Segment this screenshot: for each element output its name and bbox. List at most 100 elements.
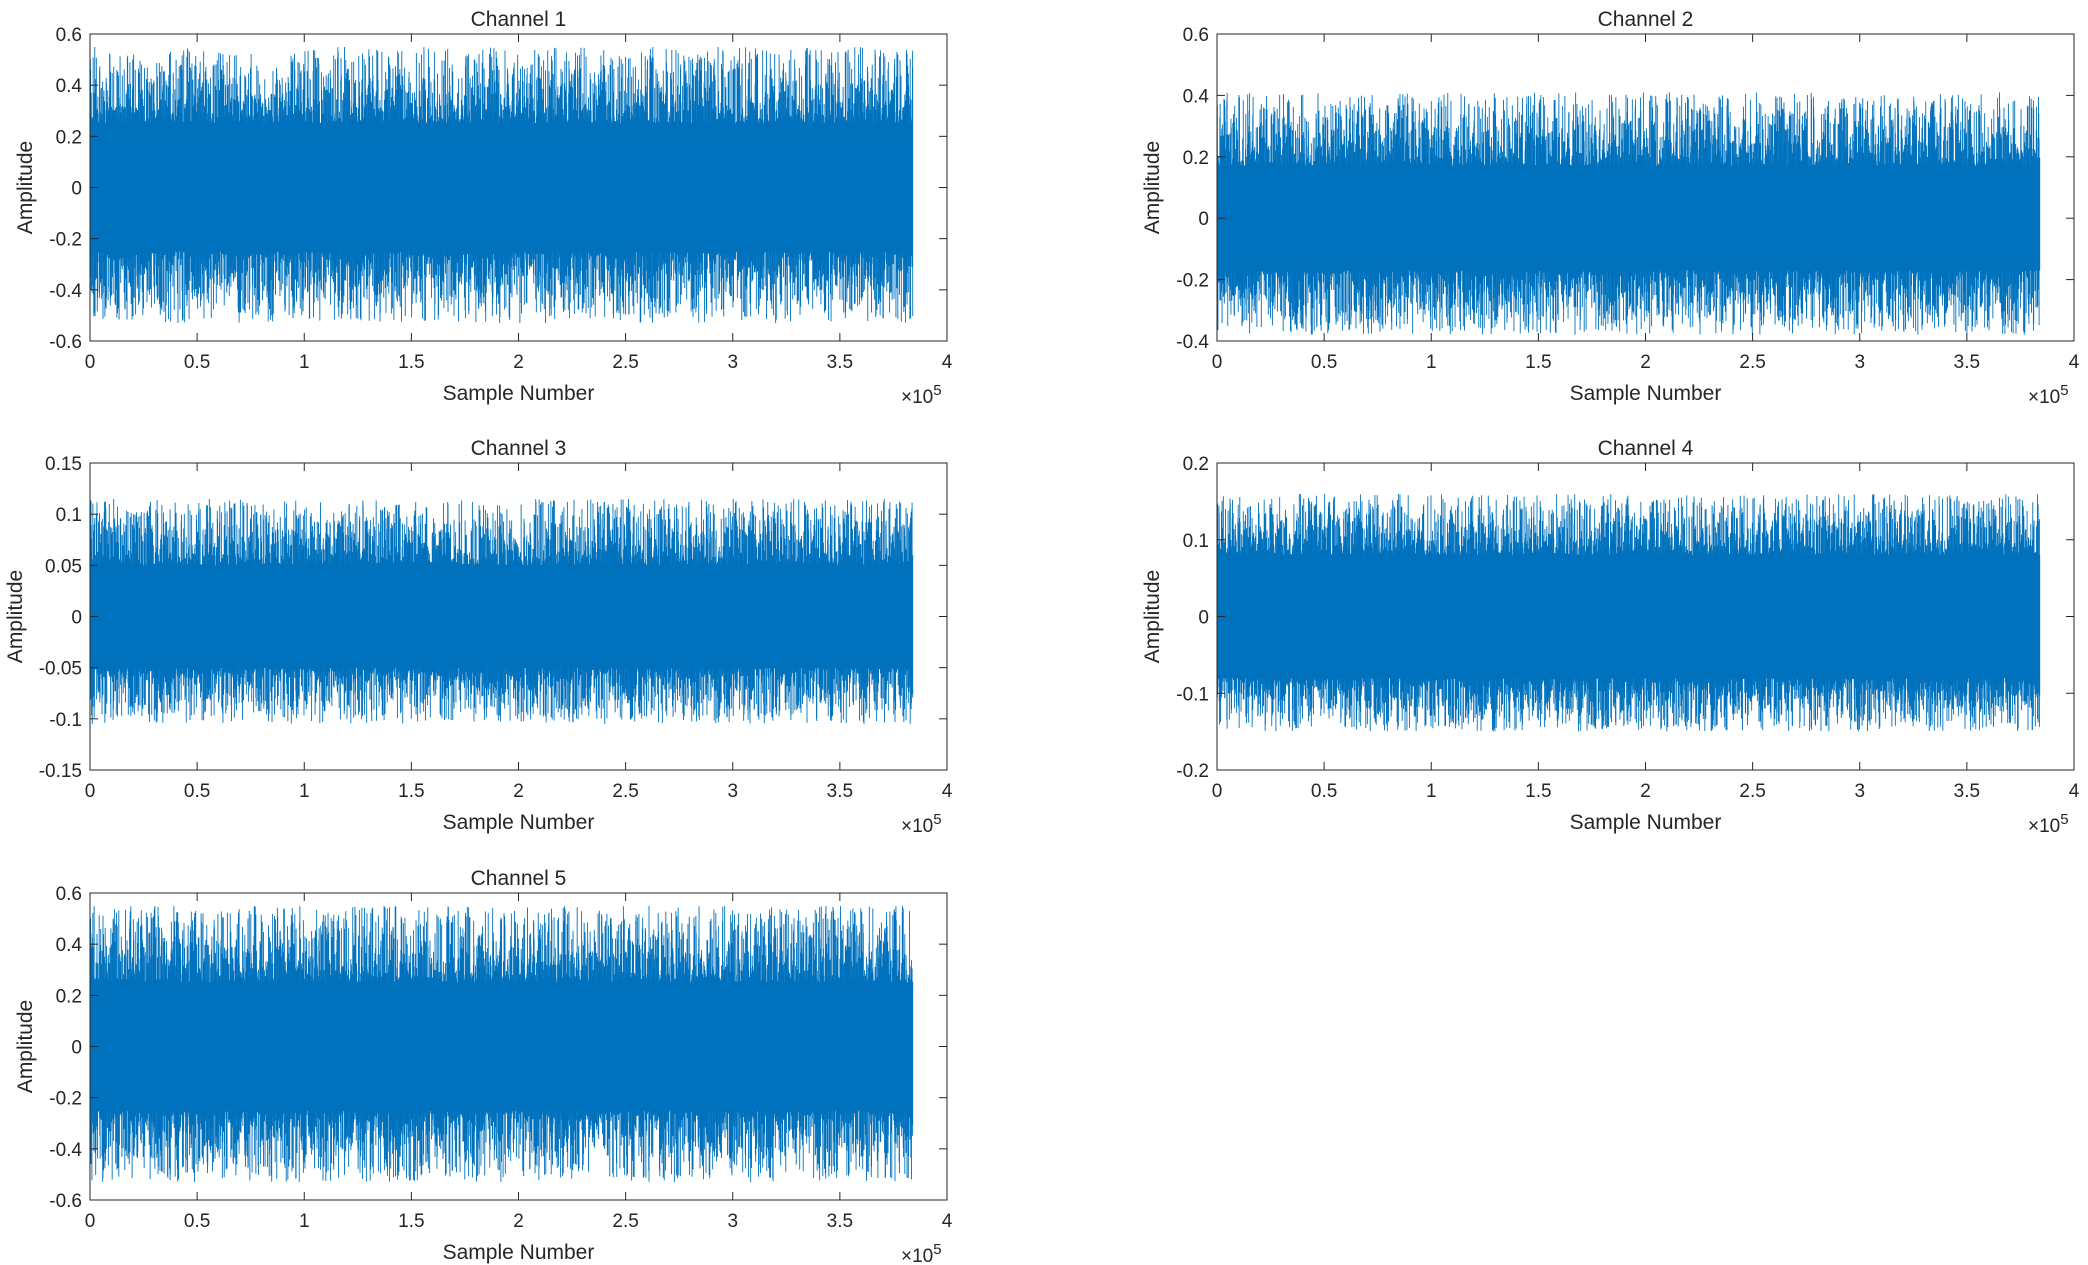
chart-title: Channel 5 xyxy=(471,867,567,890)
subplot-channel-5: 0 0.5 1 1.5 2 2.5 3 3.5 4 -0.6 -0.4 -0.2 0 0.2 0.4 0.6 C… xyxy=(14,867,953,1265)
y-tick-label: -0.6 xyxy=(49,332,82,353)
y-tick-label: -0.2 xyxy=(49,230,82,251)
x-tick-label: 1.5 xyxy=(1525,352,1551,373)
y-axis-label: Amplitude xyxy=(1141,141,1164,234)
x-tick-label: 3.5 xyxy=(827,781,853,802)
y-tick-label: 0.2 xyxy=(56,127,82,148)
y-tick-label: -0.2 xyxy=(49,1089,82,1110)
y-tick-label: -0.2 xyxy=(1176,761,1209,782)
x-tick-label: 3.5 xyxy=(1954,781,1980,802)
x-tick-label: 4 xyxy=(942,1211,953,1232)
x-tick-label: 3 xyxy=(1854,781,1865,802)
y-tick-label: 0.6 xyxy=(56,884,82,905)
y-tick-label: -0.2 xyxy=(1176,271,1209,292)
subplot-channel-4: 0 0.5 1 1.5 2 2.5 3 3.5 4 -0.2 -0.1 0 0.1 0.2 Channel … xyxy=(1141,437,2080,837)
y-tick-label: -0.15 xyxy=(39,761,82,782)
series-core-band xyxy=(1217,560,2040,673)
series-line xyxy=(1216,92,2041,335)
x-tick-label: 0.5 xyxy=(1311,781,1337,802)
y-tick-label: -0.4 xyxy=(49,281,82,302)
y-tick-label: -0.4 xyxy=(49,1140,82,1161)
x-exponent-label: ×105 xyxy=(901,811,942,837)
x-tick-label: 0 xyxy=(85,1211,96,1232)
y-tick-label: 0.2 xyxy=(1183,148,1209,169)
x-tick-label: 2.5 xyxy=(612,352,638,373)
x-tick-label: 1.5 xyxy=(398,1211,424,1232)
chart-title: Channel 4 xyxy=(1598,437,1694,460)
y-tick-label: 0.4 xyxy=(56,935,83,956)
y-axis-label: Amplitude xyxy=(14,1000,37,1093)
x-tick-label: 1.5 xyxy=(398,781,424,802)
chart-title: Channel 3 xyxy=(471,437,567,460)
y-axis-label: Amplitude xyxy=(14,141,37,234)
x-tick-label: 2 xyxy=(513,1211,524,1232)
y-tick-label: 0.6 xyxy=(56,25,82,46)
x-tick-label: 0 xyxy=(85,781,96,802)
x-tick-label: 3.5 xyxy=(1954,352,1980,373)
y-tick-label: 0 xyxy=(71,608,82,629)
x-tick-label: 2 xyxy=(513,352,524,373)
series-core-band xyxy=(90,987,913,1106)
x-exponent-label: ×105 xyxy=(901,1241,942,1265)
x-tick-label: 3 xyxy=(1854,352,1865,373)
y-tick-label: -0.1 xyxy=(49,710,82,731)
x-tick-label: 4 xyxy=(942,781,953,802)
y-tick-label: 0.15 xyxy=(45,454,82,475)
x-tick-label: 3.5 xyxy=(827,352,853,373)
x-tick-label: 2 xyxy=(1640,352,1651,373)
x-tick-label: 0 xyxy=(1212,352,1223,373)
x-tick-label: 0.5 xyxy=(1311,352,1337,373)
x-tick-label: 2.5 xyxy=(1739,352,1765,373)
x-tick-label: 0.5 xyxy=(184,352,210,373)
series-core-band xyxy=(90,569,913,664)
y-tick-label: -0.1 xyxy=(1176,684,1209,705)
x-tick-label: 1.5 xyxy=(1525,781,1551,802)
x-tick-label: 2.5 xyxy=(612,781,638,802)
x-tick-label: 0 xyxy=(85,352,96,373)
y-axis-label: Amplitude xyxy=(4,570,27,663)
y-tick-label: 0.6 xyxy=(1183,25,1209,46)
series-line xyxy=(89,498,914,724)
x-exponent-label: ×105 xyxy=(901,382,942,408)
x-axis-label: Sample Number xyxy=(1570,382,1722,405)
x-tick-label: 2 xyxy=(1640,781,1651,802)
y-tick-label: 0.05 xyxy=(45,556,82,577)
x-axis-label: Sample Number xyxy=(443,1241,595,1264)
y-tick-label: 0.4 xyxy=(1183,86,1210,107)
subplot-channel-3: 0 0.5 1 1.5 2 2.5 3 3.5 4 -0.15 -0.1 -0.05 0 0.05 0.1 0… xyxy=(4,437,953,837)
x-tick-label: 4 xyxy=(2069,352,2080,373)
x-axis-label: Sample Number xyxy=(1570,811,1722,834)
x-tick-label: 2.5 xyxy=(612,1211,638,1232)
chart-title: Channel 1 xyxy=(471,8,567,31)
y-tick-label: 0.1 xyxy=(56,505,82,526)
y-tick-label: 0 xyxy=(71,179,82,200)
x-axis-label: Sample Number xyxy=(443,382,595,405)
x-tick-label: 2 xyxy=(513,781,524,802)
x-tick-label: 3.5 xyxy=(827,1211,853,1232)
y-tick-label: 0 xyxy=(1198,608,1209,629)
x-tick-label: 0.5 xyxy=(184,781,210,802)
y-tick-label: 0 xyxy=(1198,209,1209,230)
x-tick-label: 1 xyxy=(299,781,310,802)
y-tick-label: -0.6 xyxy=(49,1191,82,1212)
x-exponent-label: ×105 xyxy=(2028,382,2069,408)
x-exponent-label: ×105 xyxy=(2028,811,2069,837)
x-tick-label: 3 xyxy=(727,352,738,373)
x-tick-label: 4 xyxy=(2069,781,2080,802)
series-line xyxy=(1216,493,2041,732)
x-tick-label: 1.5 xyxy=(398,352,424,373)
y-tick-label: 0.2 xyxy=(1183,454,1209,475)
x-tick-label: 3 xyxy=(727,781,738,802)
x-tick-label: 1 xyxy=(299,352,310,373)
series-line xyxy=(89,46,914,323)
x-tick-label: 2.5 xyxy=(1739,781,1765,802)
y-tick-label: 0.4 xyxy=(56,76,83,97)
x-tick-label: 1 xyxy=(1426,781,1437,802)
subplot-channel-1: 0 0.5 1 1.5 2 2.5 3 3.5 4 -0.6 -0.4 -0.2 0 0.2 0.4 0.6 C… xyxy=(14,8,953,408)
y-tick-label: -0.05 xyxy=(39,659,82,680)
x-tick-label: 3 xyxy=(727,1211,738,1232)
series-core-band xyxy=(1217,170,2040,267)
y-tick-label: -0.4 xyxy=(1176,332,1209,353)
x-tick-label: 0.5 xyxy=(184,1211,210,1232)
